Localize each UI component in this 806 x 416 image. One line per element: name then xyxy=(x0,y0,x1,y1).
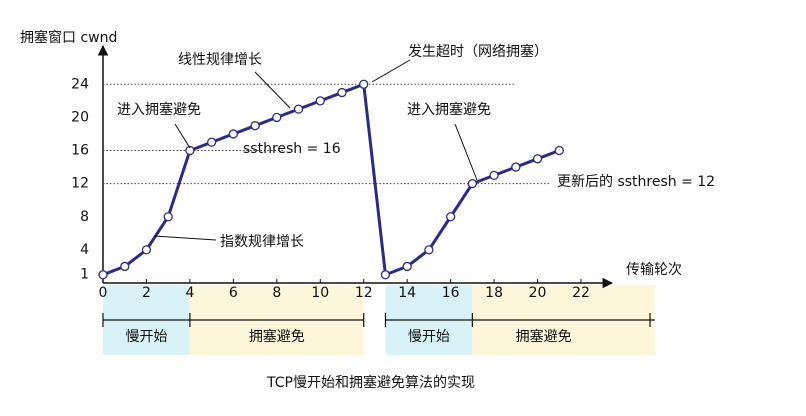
x-tick-label: 8 xyxy=(272,285,281,301)
point xyxy=(293,104,304,114)
y-tick-label: 24 xyxy=(71,76,89,92)
x-tick-label: 14 xyxy=(398,285,416,301)
y-axis-label: 拥塞窗口 cwnd xyxy=(20,29,117,46)
annotation: 进入拥塞避免 xyxy=(117,101,201,118)
point xyxy=(511,162,521,172)
phase-label: 拥塞避免 xyxy=(249,328,305,345)
annotation-pointer xyxy=(174,123,191,149)
phase-label: 慢开始 xyxy=(408,328,450,345)
phase-label: 慢开始 xyxy=(125,328,167,345)
point xyxy=(206,137,217,147)
point xyxy=(445,212,456,222)
y-tick-label: 12 xyxy=(71,176,89,192)
x-tick-label: 18 xyxy=(485,285,503,301)
x-axis-label: 传输轮次 xyxy=(626,262,682,278)
point xyxy=(98,270,108,280)
annotation-pointer xyxy=(371,59,411,83)
y-tick-label: 8 xyxy=(80,209,89,225)
point xyxy=(554,145,564,156)
y-tick-label: 1 xyxy=(80,267,89,283)
point xyxy=(185,145,195,156)
chart-title: TCP慢开始和拥塞避免算法的实现 xyxy=(266,374,475,391)
x-tick-label: 22 xyxy=(572,285,590,301)
point xyxy=(337,87,347,98)
y-tick-label: 4 xyxy=(80,242,89,258)
x-tick-label: 0 xyxy=(99,285,108,301)
point xyxy=(163,212,173,222)
point xyxy=(272,112,282,123)
x-tick-label: 2 xyxy=(142,285,151,301)
point xyxy=(467,178,478,189)
annotation: 发生超时（网络拥塞） xyxy=(408,43,548,60)
x-tick-label: 10 xyxy=(311,285,329,301)
annotation: 线性规律增长 xyxy=(178,52,262,68)
point xyxy=(532,154,543,164)
x-tick-label: 6 xyxy=(229,285,238,301)
cwnd-line xyxy=(102,82,560,277)
y-tick-label: 16 xyxy=(71,143,89,159)
point xyxy=(120,261,130,272)
point xyxy=(228,129,239,139)
annotation: 进入拥塞避免 xyxy=(407,101,491,118)
annotation-pointer xyxy=(454,123,478,181)
point xyxy=(402,261,412,272)
annotation: ssthresh = 16 xyxy=(243,141,341,157)
x-tick-label: 12 xyxy=(355,285,373,301)
phase-label: 拥塞避免 xyxy=(516,328,572,345)
x-tick-label: 20 xyxy=(529,285,547,301)
annotation-pointer xyxy=(254,71,291,109)
point xyxy=(315,96,325,106)
annotation: 指数规律增长 xyxy=(220,234,304,250)
y-tick-label: 20 xyxy=(71,109,89,125)
point xyxy=(250,121,260,131)
point xyxy=(359,79,369,89)
point xyxy=(424,245,434,255)
point xyxy=(141,245,152,255)
point xyxy=(380,270,391,280)
x-tick-label: 4 xyxy=(185,285,194,301)
annotation: 更新后的 ssthresh = 12 xyxy=(557,174,715,190)
annotation-pointer xyxy=(153,235,217,241)
point xyxy=(489,170,499,181)
x-tick-label: 16 xyxy=(442,285,460,301)
